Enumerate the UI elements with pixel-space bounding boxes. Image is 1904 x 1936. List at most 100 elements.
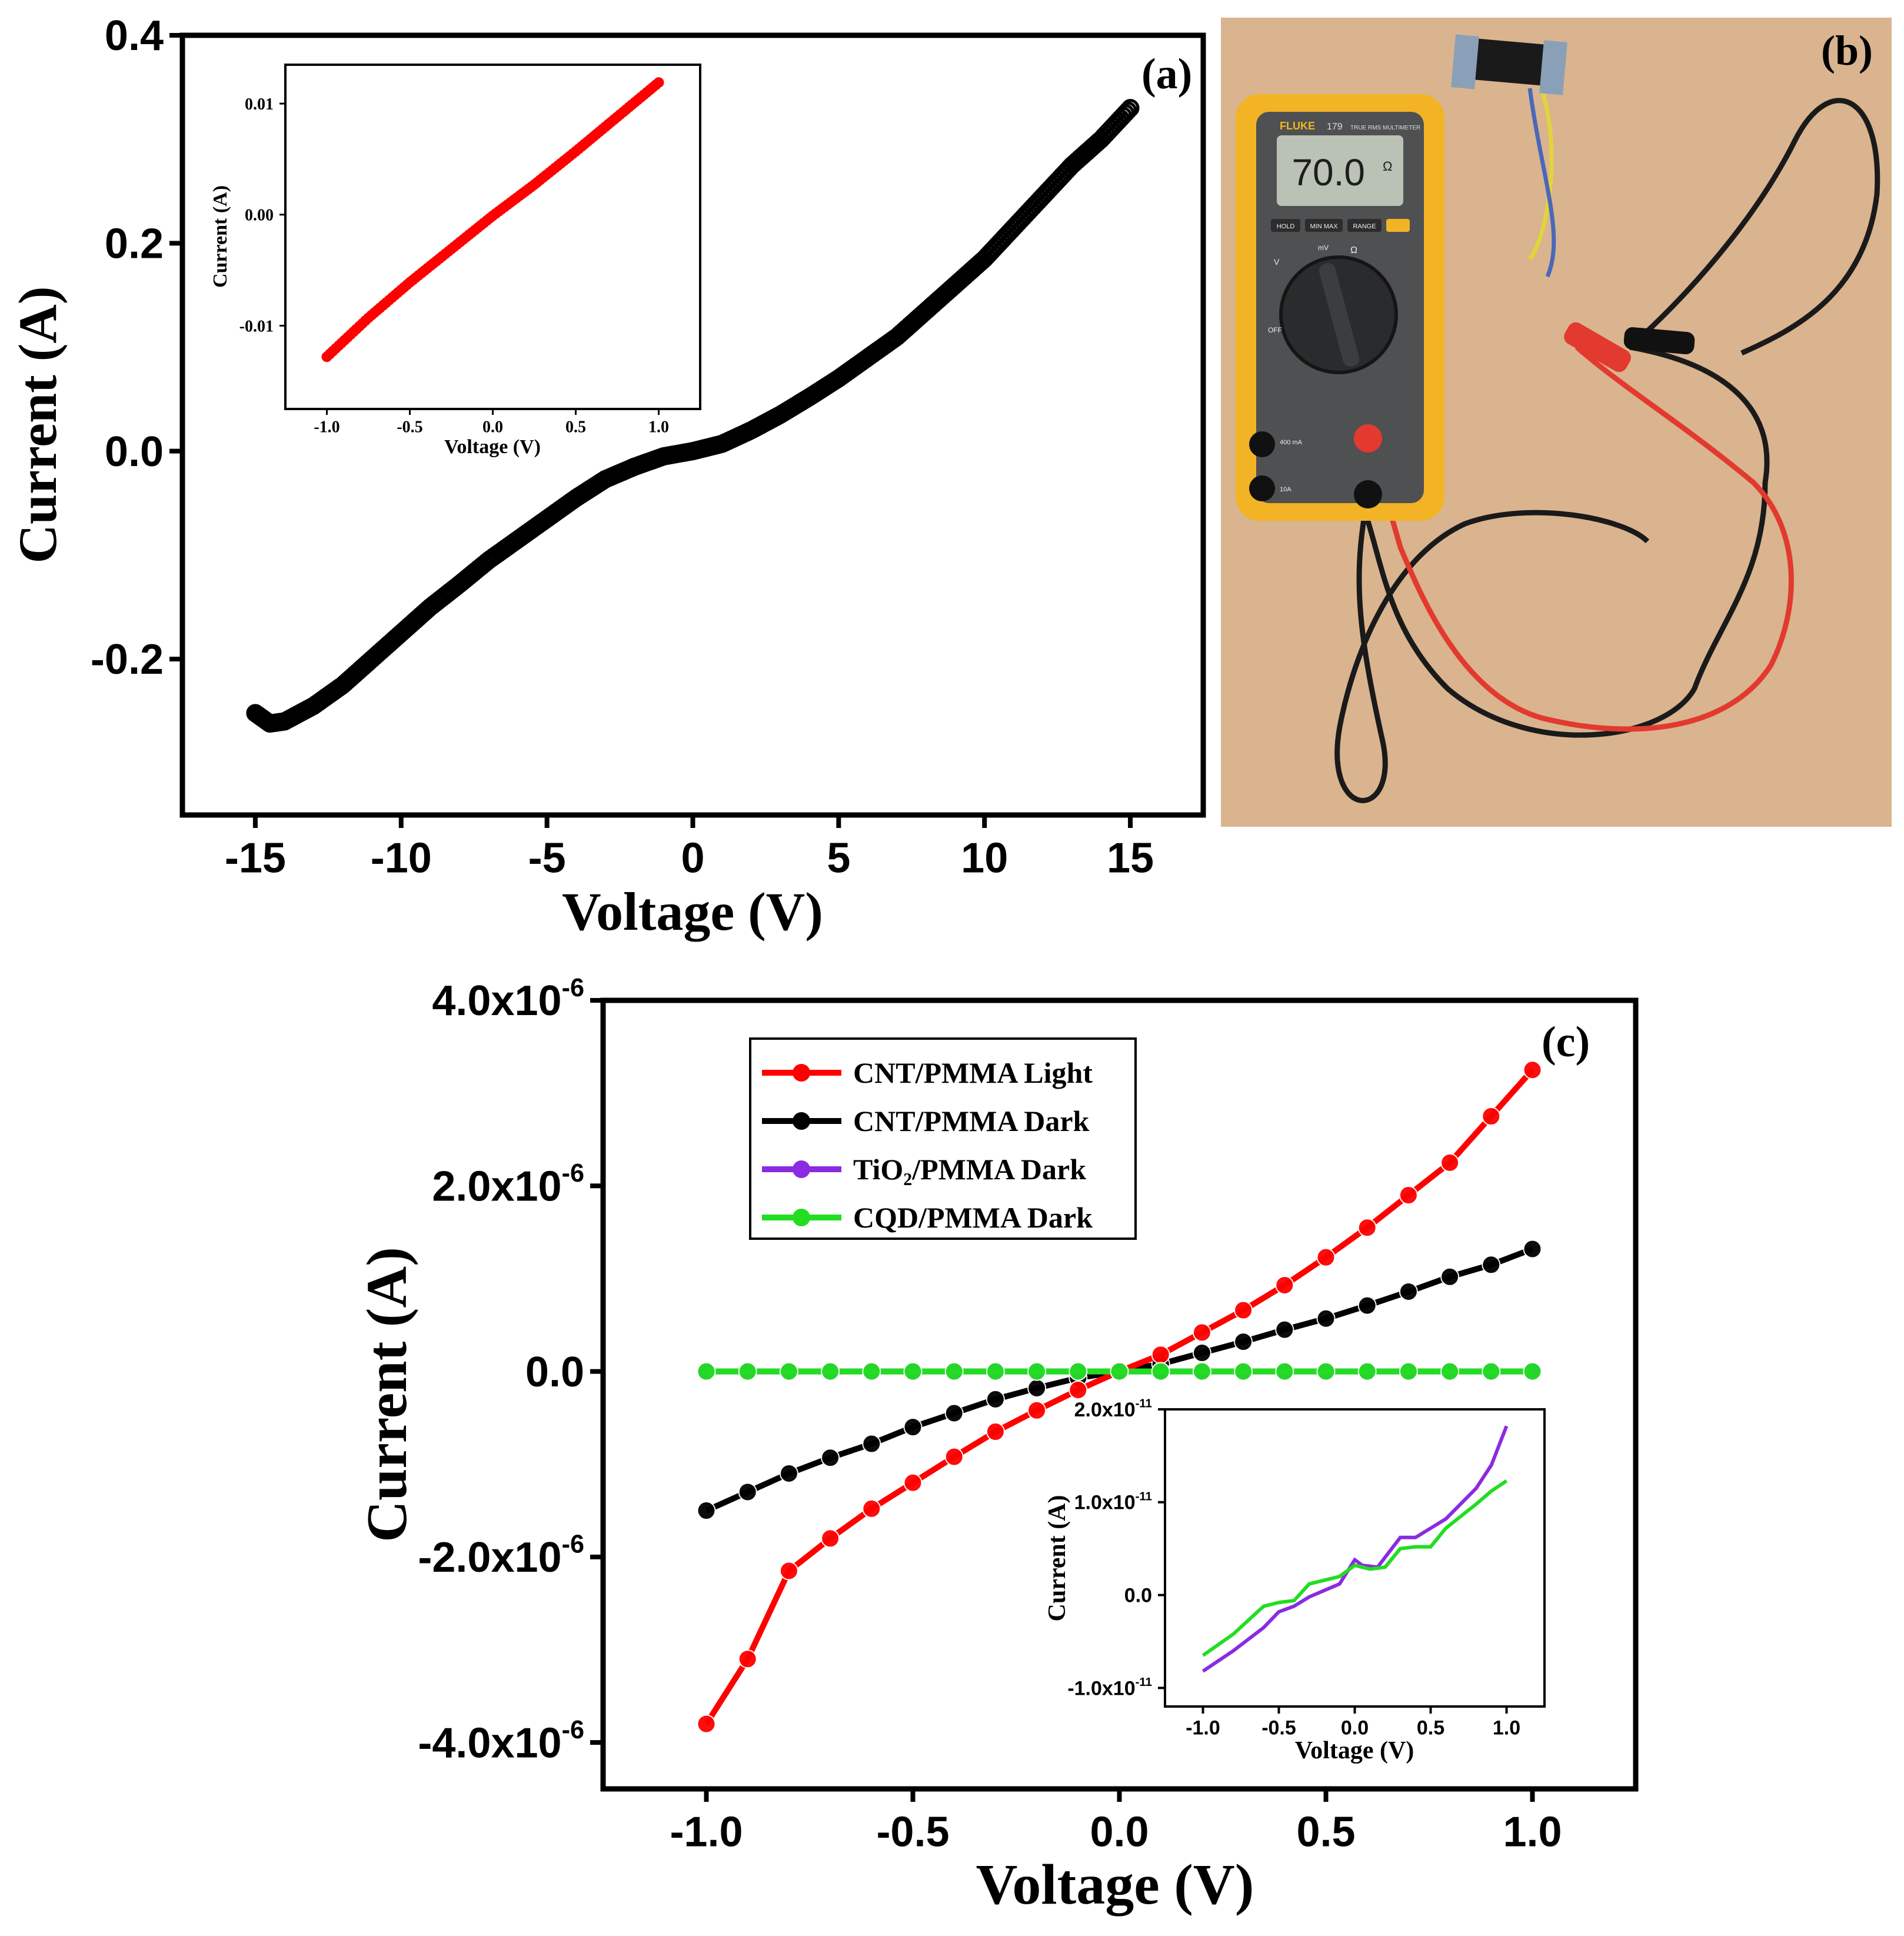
dial-label-ohm: Ω xyxy=(1350,245,1357,255)
series-point xyxy=(1027,1378,1047,1398)
series-point xyxy=(1399,1282,1418,1302)
multimeter: FLUKE 179 TRUE RMS MULTIMETER 70.0 Ω HOL… xyxy=(1236,94,1444,521)
series-point xyxy=(779,1561,798,1581)
data-point xyxy=(1121,99,1140,118)
series-point xyxy=(986,1422,1005,1442)
series-point xyxy=(1316,1309,1336,1328)
series-point xyxy=(1234,1332,1253,1352)
series-point xyxy=(1275,1362,1294,1381)
series-point xyxy=(1151,1362,1170,1381)
x-tick-label: 0.5 xyxy=(1417,1717,1444,1739)
panel-a-inset-data xyxy=(321,77,664,362)
series-point xyxy=(697,1362,716,1381)
series-point xyxy=(1523,1239,1542,1259)
dial-label-off: OFF xyxy=(1268,326,1282,334)
yellow-button xyxy=(1386,219,1410,232)
dial-label-v: V xyxy=(1274,257,1280,267)
x-tick-label: -0.5 xyxy=(1261,1717,1296,1739)
series-point xyxy=(1110,1362,1129,1381)
y-tick-label-exponent: -6 xyxy=(562,1531,584,1559)
jack-com xyxy=(1354,480,1382,508)
dial-label-mv: mV xyxy=(1318,244,1329,252)
y-tick-label-base: 4.0x10 xyxy=(432,977,561,1024)
series-point xyxy=(1234,1362,1253,1381)
x-tick-label: -0.5 xyxy=(876,1809,949,1856)
legend-swatch-marker xyxy=(793,1064,810,1082)
x-tick-label: -10 xyxy=(371,835,432,882)
series-point xyxy=(1399,1186,1418,1205)
series-point xyxy=(944,1447,964,1466)
x-tick-label: 1.0 xyxy=(1493,1717,1520,1739)
x-tick-label: -5 xyxy=(528,835,566,882)
series-point xyxy=(821,1362,840,1381)
hold-button-label: HOLD xyxy=(1277,223,1295,230)
y-tick-label-base: 0.0 xyxy=(525,1349,584,1396)
minmax-button-label: MIN MAX xyxy=(1310,223,1338,230)
series-point xyxy=(944,1403,964,1423)
meter-brand: FLUKE xyxy=(1280,120,1315,132)
red-clip xyxy=(1564,322,1631,372)
y-tick-label-base: -4.0x10 xyxy=(418,1719,561,1767)
data-point xyxy=(1116,104,1135,122)
meter-reading: 70.0 xyxy=(1291,151,1365,194)
panel-a: -15 -10 -5 0 5 10 15 -0.2 0.0 0.2 0.4 (a) Voltage … xyxy=(8,12,1206,942)
y-tick-label: 2.0x10-6 xyxy=(432,1159,584,1210)
series-point xyxy=(903,1418,923,1437)
panel-a-inset: -1.0 -0.5 0.0 0.5 1.0 -0.01 0.00 0.01 Voltage (… xyxy=(209,64,701,458)
y-tick-label-exponent: -11 xyxy=(1136,1398,1152,1411)
black-wire-loop xyxy=(1628,98,1880,356)
panel-c-legend: CNT/PMMA Light CNT/PMMA Dark TiO₂/PMMA Dar… xyxy=(749,1037,1137,1240)
series-point xyxy=(986,1389,1005,1409)
legend-swatch-marker xyxy=(793,1160,810,1178)
y-tick-label: 1.0x10-11 xyxy=(1074,1490,1152,1513)
range-button-label: RANGE xyxy=(1353,223,1376,230)
y-tick-label-base: 1.0x10 xyxy=(1074,1492,1136,1514)
y-tick-label: -0.01 xyxy=(239,317,274,335)
series-point xyxy=(862,1499,881,1518)
series-point xyxy=(738,1362,757,1381)
y-tick-label: 0.2 xyxy=(105,221,164,268)
x-tick-label: 0 xyxy=(681,835,704,882)
y-tick-label: -2.0x10-6 xyxy=(418,1531,584,1581)
panel-c: -1.0 -0.5 0.0 0.5 1.0-4.0x10-6-2.0x10-60.02.… xyxy=(355,974,1639,1917)
panel-c-axes: -1.0 -0.5 0.0 0.5 1.0-4.0x10-6-2.0x10-60.02.… xyxy=(418,974,1562,1856)
x-tick-label: 0.0 xyxy=(482,418,503,436)
jack-volt-ohm xyxy=(1354,424,1382,453)
legend-label: CNT/PMMA Light xyxy=(853,1056,1093,1089)
panel-c-ylabel: Current (A) xyxy=(355,1247,419,1542)
series-point xyxy=(821,1448,840,1468)
jack-ma xyxy=(1249,431,1275,457)
panel-c-inset-ylabel: Current (A) xyxy=(1044,1495,1071,1621)
range-button xyxy=(1347,219,1382,232)
panel-b-label: (b) xyxy=(1821,27,1873,74)
series-point xyxy=(1192,1362,1211,1381)
panel-a-inset-frame xyxy=(284,64,701,410)
panel-b-photo: FLUKE 179 TRUE RMS MULTIMETER 70.0 Ω HOL… xyxy=(1221,18,1892,827)
sample-device xyxy=(1457,37,1555,87)
series-point xyxy=(1068,1362,1088,1381)
series-point xyxy=(862,1434,881,1453)
x-tick-label: -0.5 xyxy=(397,418,422,436)
series-point xyxy=(1482,1255,1501,1275)
panel-a-ylabel: Current (A) xyxy=(8,287,68,564)
minmax-button xyxy=(1305,219,1343,232)
x-tick-label: 10 xyxy=(961,835,1008,882)
series-point xyxy=(821,1529,840,1548)
x-tick-label: -1.0 xyxy=(670,1809,743,1856)
jack-10a xyxy=(1249,475,1275,501)
series-point xyxy=(779,1362,798,1381)
series-point xyxy=(1523,1060,1542,1080)
series-point xyxy=(903,1473,923,1492)
series-point xyxy=(1482,1362,1501,1381)
y-tick-label-exponent: -6 xyxy=(562,1716,584,1744)
jack-ma-label: 400 mA xyxy=(1280,439,1303,446)
series-point xyxy=(1316,1362,1336,1381)
x-tick-label: 1.0 xyxy=(1503,1809,1562,1856)
black-wire-coil xyxy=(1334,510,1650,803)
series-point xyxy=(1275,1275,1294,1295)
y-tick-label: 0.01 xyxy=(245,95,274,114)
panel-c-inset-axes: -1.0 -0.5 0.0 0.5 1.0-1.0x10-110.01.0x10-112… xyxy=(1067,1398,1520,1739)
panel-a-xlabel: Voltage (V) xyxy=(562,881,823,942)
x-tick-label: -1.0 xyxy=(1186,1717,1220,1739)
red-test-lead xyxy=(1362,345,1794,732)
